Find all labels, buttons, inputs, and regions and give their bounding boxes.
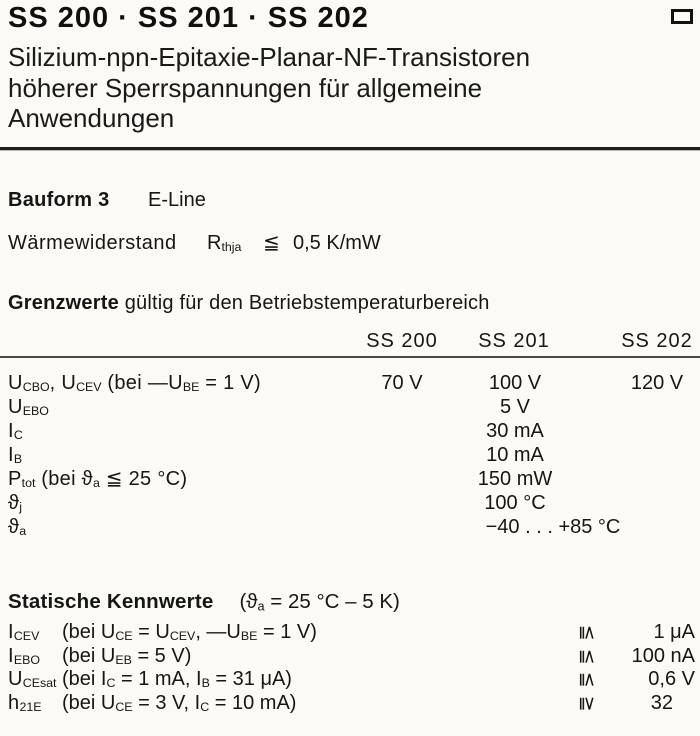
table-row: ϑj 100 °C — [0, 491, 700, 515]
row-condition: (bei UEB = 5 V) — [62, 644, 192, 667]
less-equal-icon: ≦ — [263, 232, 280, 254]
static-characteristics-table: ICEV (bei UCE = UCEV, —UBE = 1 V) ≦ 1 μA… — [0, 621, 700, 715]
row-value: 100 nA — [631, 644, 695, 667]
column-header-ss201: SS 201 — [478, 330, 550, 352]
bauform-value: E-Line — [148, 189, 206, 211]
row-label: ϑa — [8, 516, 27, 539]
greater-equal-rotated-icon: ≧ — [576, 695, 598, 712]
row-label: UCBO, UCEV (bei —UBE = 1 V) — [8, 372, 261, 395]
column-header-ss200: SS 200 — [366, 330, 438, 352]
thermal-symbol: Rthja — [207, 232, 242, 255]
row-value: 100 °C — [484, 492, 546, 514]
limits-column-headers: SS 200 SS 201 SS 202 — [0, 330, 700, 354]
table-row: ϑa −40 . . . +85 °C — [0, 515, 700, 539]
page-title: SS 200 · SS 201 · SS 202 — [8, 2, 369, 34]
table-row: IC 30 mA — [0, 419, 700, 443]
less-equal-rotated-icon: ≦ — [576, 624, 598, 641]
limits-heading-bold: Grenzwerte — [8, 292, 119, 314]
thermal-resistance-line: Wärmewiderstand Rthja ≦ 0,5 K/mW — [8, 230, 381, 255]
table-row: UCBO, UCEV (bei —UBE = 1 V) 70 V 100 V 1… — [0, 371, 700, 395]
table-row: ICEV (bei UCE = UCEV, —UBE = 1 V) ≦ 1 μA — [0, 621, 700, 645]
row-label: IC — [8, 420, 23, 443]
subtitle-line: höherer Sperrspannungen für allgemeine — [8, 72, 483, 103]
header-divider — [0, 147, 700, 150]
bauform-label: Bauform 3 — [8, 189, 110, 211]
row-value: 32 — [650, 691, 673, 714]
row-label: Ptot (bei ϑa ≦ 25 °C) — [8, 468, 188, 491]
limits-heading-rest: gültig für den Betriebstemperaturbereich — [118, 292, 490, 314]
thermal-label: Wärmewiderstand — [8, 232, 177, 254]
row-symbol: IEBO — [8, 644, 41, 667]
corner-rectangle-icon — [671, 9, 693, 24]
table-row: IB 10 mA — [0, 443, 700, 467]
row-symbol: h21E — [8, 691, 42, 714]
subtitle: Silizium-npn-Epitaxie-Planar-NF-Transist… — [8, 42, 530, 134]
less-equal-rotated-icon: ≦ — [576, 648, 598, 665]
table-row: h21E (bei UCE = 3 V, IC = 10 mA) ≧ 32 — [0, 692, 700, 716]
row-condition: (bei UCE = 3 V, IC = 10 mA) — [62, 691, 297, 714]
subtitle-line: Anwendungen — [8, 103, 175, 133]
column-header-ss202: SS 202 — [621, 330, 693, 352]
limits-table: UCBO, UCEV (bei —UBE = 1 V) 70 V 100 V 1… — [0, 371, 700, 539]
row-value-ss201: 100 V — [488, 372, 542, 394]
row-value-ss200: 70 V — [381, 372, 423, 394]
limits-heading: Grenzwerte gültig für den Betriebstemper… — [8, 292, 490, 315]
static-heading-condition: (ϑa = 25 °C – 5 K) — [239, 590, 400, 614]
table-row: UCEsat (bei IC = 1 mA, IB = 31 μA) ≦ 0,6… — [0, 668, 700, 692]
bauform-line: Bauform 3 E-Line — [8, 189, 206, 212]
table-row: Ptot (bei ϑa ≦ 25 °C) 150 mW — [0, 467, 700, 491]
row-value: 0,6 V — [648, 668, 695, 690]
table-row: UEBO 5 V — [0, 395, 700, 419]
row-value: 10 mA — [486, 444, 544, 466]
row-value: 30 mA — [486, 420, 544, 442]
row-label: IB — [8, 444, 23, 467]
row-symbol: ICEV — [8, 621, 40, 644]
row-condition: (bei IC = 1 mA, IB = 31 μA) — [62, 668, 292, 691]
less-equal-rotated-icon: ≦ — [576, 671, 598, 688]
row-value: 5 V — [499, 396, 531, 418]
row-value: 1 μA — [653, 621, 695, 643]
table-divider — [0, 356, 700, 358]
row-value: 150 mW — [477, 468, 553, 490]
row-value: −40 . . . +85 °C — [485, 516, 621, 538]
row-label: ϑj — [8, 492, 23, 515]
row-label: UEBO — [8, 396, 49, 419]
static-characteristics-heading: Statische Kennwerte (ϑa = 25 °C – 5 K) — [8, 590, 400, 614]
subtitle-line: Silizium-npn-Epitaxie-Planar-NF-Transist… — [8, 42, 531, 72]
table-row: IEBO (bei UEB = 5 V) ≦ 100 nA — [0, 645, 700, 669]
static-heading-bold: Statische Kennwerte — [8, 590, 214, 613]
row-condition: (bei UCE = UCEV, —UBE = 1 V) — [62, 621, 317, 644]
row-value-ss202: 120 V — [630, 372, 684, 394]
row-symbol: UCEsat — [8, 668, 57, 691]
thermal-value: 0,5 K/mW — [293, 232, 381, 254]
